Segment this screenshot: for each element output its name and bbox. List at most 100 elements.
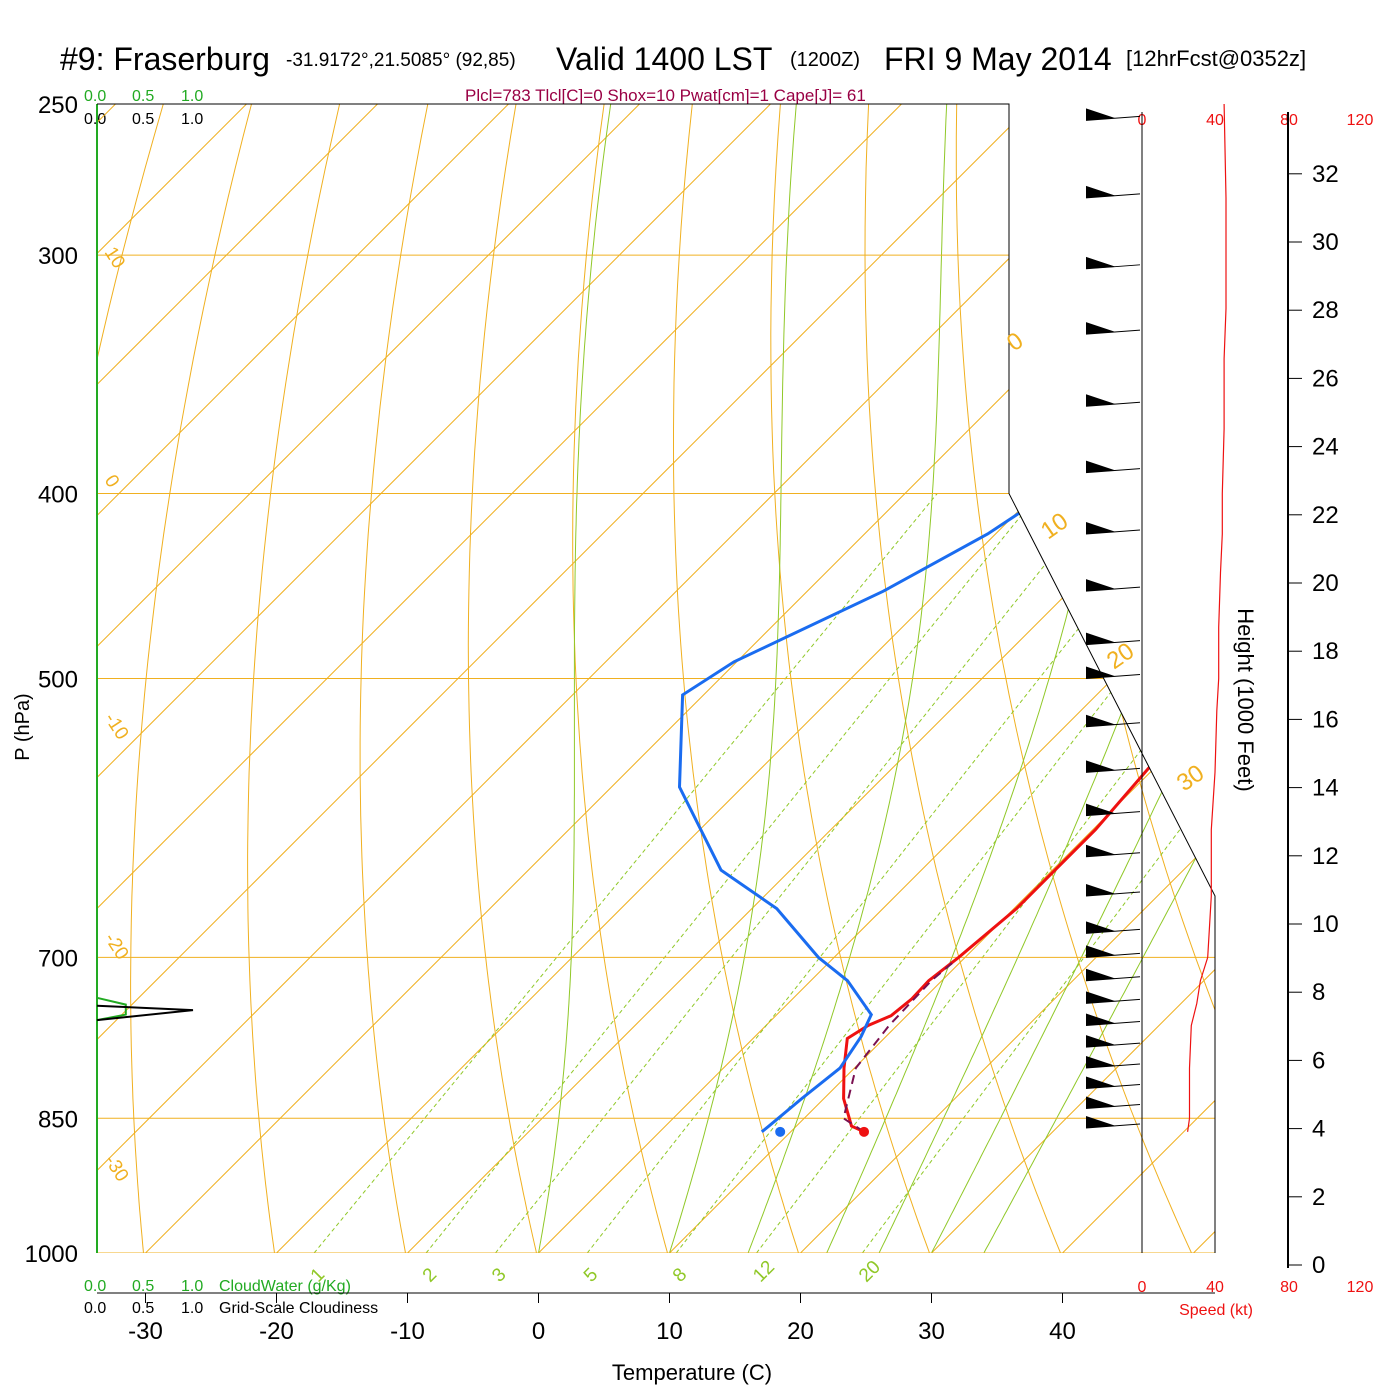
- surface-dewpoint-marker: [775, 1126, 786, 1137]
- isotherm-line: [97, 104, 509, 1253]
- mixing-ratio-label: 12: [749, 1257, 779, 1287]
- wind-speed-profile-line: [1187, 103, 1227, 1132]
- temperature-tick-label: 40: [1049, 1318, 1076, 1345]
- x-axis-title: Temperature (C): [612, 1360, 772, 1385]
- height-tick-label: 14: [1312, 775, 1339, 802]
- cloudiness-tick-top: 0.0: [84, 111, 106, 128]
- dry-adiabat-line: [467, 104, 537, 1253]
- station-title: #9: Fraserburg: [60, 41, 270, 77]
- wind-barb-flag: [1086, 108, 1116, 121]
- utc-time: (1200Z): [790, 49, 860, 71]
- moist-adiabat-line: [878, 104, 1215, 1253]
- wind-scale-tick-top: 80: [1280, 112, 1298, 129]
- isotherm-label: 0: [100, 471, 123, 491]
- height-axis-title: Height (1000 Feet): [1233, 608, 1258, 791]
- dry-adiabat-line: [864, 104, 1061, 1253]
- cloudwater-tick-top: 1.0: [181, 88, 203, 105]
- wind-barb-flag: [1086, 394, 1116, 407]
- dewpoint-profile-line: [677, 119, 1215, 1133]
- wind-barb-flag: [1086, 322, 1116, 335]
- dry-adiabat-line: [955, 104, 1192, 1253]
- wind-barb-flag: [1086, 991, 1116, 1004]
- cloudwater-profile-line: [96, 996, 127, 1022]
- plot-frame: [97, 103, 1216, 1253]
- height-tick-label: 24: [1312, 434, 1339, 461]
- isotherm-label: 0: [1002, 327, 1028, 357]
- isotherm-line: [97, 104, 640, 1253]
- wind-barb-flag: [1086, 579, 1116, 592]
- height-tick-label: 10: [1312, 911, 1339, 938]
- wind-barb-flag: [1086, 1056, 1116, 1069]
- temperature-tick-label: 30: [918, 1318, 945, 1345]
- moist-adiabat-line: [931, 104, 1215, 1253]
- cloud-scale-bottom: 0.0 0.5 1.0 CloudWater (g/Kg) 0.0 0.5 1.…: [84, 1278, 378, 1317]
- station-coords: -31.9172°,21.5085° (92,85): [286, 50, 516, 71]
- height-tick-label: 2: [1312, 1184, 1325, 1211]
- wind-barb-flag: [1086, 632, 1116, 645]
- cloudiness-label: Grid-Scale Cloudiness: [219, 1300, 378, 1317]
- moist-adiabat-line: [669, 104, 797, 1253]
- pressure-tick-label: 700: [38, 945, 78, 972]
- cloudwater-tick-bottom: 0.0: [84, 1278, 106, 1295]
- isotherm-label: -10: [100, 709, 133, 743]
- wind-barb-flag: [1086, 1115, 1116, 1128]
- mixing-ratio-label: 5: [580, 1264, 602, 1286]
- height-tick-label: 12: [1312, 843, 1339, 870]
- pressure-tick-label: 850: [38, 1106, 78, 1133]
- cloudiness-tick-bottom: 0.5: [132, 1300, 154, 1317]
- cloudiness-tick-bottom: 0.0: [84, 1300, 106, 1317]
- mixing-ratio-label: 20: [855, 1257, 885, 1287]
- indices-text: Plcl=783 Tlcl[C]=0 Shox=10 Pwat[cm]=1 Ca…: [465, 86, 866, 105]
- wind-barb-flag: [1086, 521, 1116, 534]
- cloudwater-tick-bottom: 0.5: [132, 1278, 154, 1295]
- wind-barb-flag: [1086, 1076, 1116, 1089]
- wind-scale-tick-top: 40: [1206, 112, 1224, 129]
- dry-adiabat-line: [359, 104, 429, 1253]
- wind-barb-flag: [1086, 185, 1116, 198]
- isotherm-line: [1325, 104, 1400, 1253]
- dry-adiabat-line: [1132, 104, 1215, 1253]
- isotherm-line: [800, 104, 1215, 1253]
- cloudiness-tick-bottom: 1.0: [181, 1300, 203, 1317]
- wind-barb-flag: [1086, 968, 1116, 981]
- isotherm-line: [1062, 104, 1215, 1253]
- cloudwater-tick-top: 0.0: [84, 88, 106, 105]
- dry-adiabat-line: [572, 104, 668, 1253]
- mixing-ratio-line: [495, 493, 1103, 1253]
- height-tick-label: 30: [1312, 229, 1339, 256]
- cloudwater-tick-bottom: 1.0: [181, 1278, 203, 1295]
- dry-adiabat-line: [130, 104, 252, 1253]
- isotherm-label: -30: [100, 1151, 133, 1185]
- dry-adiabat-line: [673, 104, 799, 1253]
- forecast-text: [12hrFcst@0352z]: [1126, 46, 1306, 71]
- surface-temperature-marker: [859, 1126, 870, 1137]
- mixing-ratio-label: 3: [488, 1264, 510, 1286]
- date-text: FRI 9 May 2014: [884, 41, 1112, 77]
- wind-barb-flag: [1086, 803, 1116, 816]
- wind-barb-flag: [1086, 666, 1116, 679]
- isotherm-label: 30: [1172, 759, 1209, 796]
- wind-barb-flag: [1086, 1096, 1116, 1109]
- wind-speed-scale: 0 40 80 120 0 40 80 120 Speed (kt): [1138, 112, 1374, 1319]
- height-tick-label: 18: [1312, 638, 1339, 665]
- isotherm-label: 10: [1036, 507, 1073, 544]
- height-tick-label: 26: [1312, 365, 1339, 392]
- mixing-ratio-label: 8: [669, 1264, 691, 1286]
- isotherm-line: [97, 104, 378, 1253]
- wind-barb-flag: [1086, 921, 1116, 934]
- cloudwater-tick-top: 0.5: [132, 88, 154, 105]
- wind-barb-flag: [1086, 460, 1116, 473]
- wind-scale-tick-bottom: 40: [1206, 1279, 1224, 1296]
- height-tick-label: 16: [1312, 706, 1339, 733]
- wind-scale-tick-top: 120: [1347, 112, 1374, 129]
- wind-scale-tick-bottom: 120: [1347, 1279, 1374, 1296]
- mixing-ratio-label: 2: [419, 1264, 441, 1286]
- height-tick-label: 8: [1312, 979, 1325, 1006]
- temperature-tick-label: 20: [787, 1318, 814, 1345]
- cloudiness-profile-line: [96, 1004, 194, 1022]
- height-tick-label: 4: [1312, 1116, 1325, 1143]
- wind-barb-flag: [1086, 945, 1116, 958]
- valid-time: Valid 1400 LST: [556, 41, 772, 77]
- isotherm-label: -20: [100, 929, 133, 963]
